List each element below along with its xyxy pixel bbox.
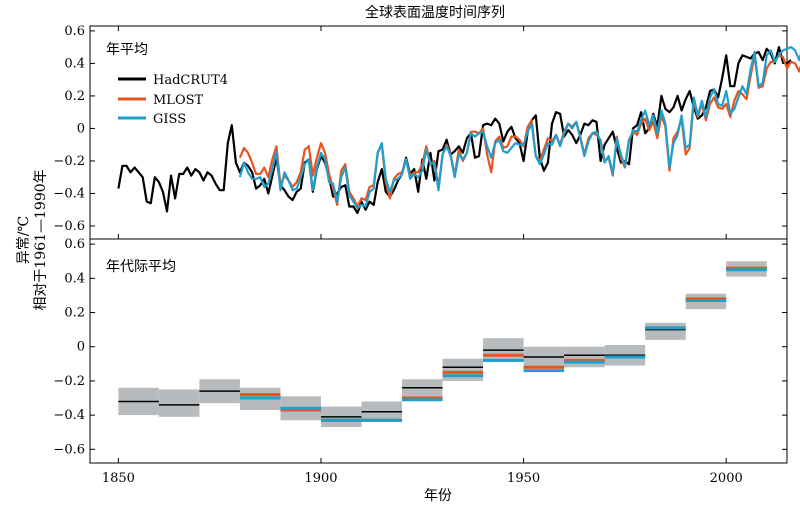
bottom-ytick-label: −0.2 — [53, 374, 85, 389]
uncertainty-box — [442, 358, 484, 381]
legend-label-mlost: MLOST — [153, 93, 204, 108]
annual-mean-panel: −0.6 −0.4 −0.2 0 0.2 0.4 0.6 年平均 HadCRUT4 MLOS… — [53, 24, 800, 240]
top-ytick-label: −0.2 — [53, 154, 85, 169]
top-panel-label: 年平均 — [106, 42, 148, 58]
top-ytick-label: 0.2 — [64, 89, 85, 104]
top-ytick-label: 0.6 — [64, 24, 85, 39]
legend-label-giss: GISS — [153, 112, 186, 127]
top-ytick-label: 0 — [77, 121, 85, 136]
bottom-xtick-label: 1850 — [102, 471, 135, 486]
bottom-ytick-label: −0.6 — [53, 442, 85, 457]
top-y-axis: −0.6 −0.4 −0.2 0 0.2 0.4 0.6 — [53, 24, 787, 239]
uncertainty-box — [564, 346, 605, 368]
legend-label-hadcrut4: HadCRUT4 — [153, 73, 228, 88]
annual-series-lines — [117, 45, 800, 215]
uncertainty-box — [523, 346, 565, 369]
legend: HadCRUT4 MLOST GISS — [118, 73, 228, 127]
bottom-ytick-label: 0 — [77, 340, 85, 355]
uncertainty-box — [158, 389, 200, 417]
y-axis-label-line2: 相对于1961—1990年 — [33, 169, 49, 310]
series-line-mlost — [238, 54, 800, 208]
bottom-xtick-label: 2000 — [710, 471, 743, 486]
chart-title: 全球表面温度时间序列 — [365, 4, 505, 21]
bottom-axes: −0.6 −0.4 −0.2 0 0.2 0.4 0.6 1850 1900 1950 2000 — [53, 237, 787, 486]
decadal-uncertainty-boxes — [118, 261, 767, 428]
uncertainty-box — [402, 379, 443, 400]
bottom-ytick-label: 0.2 — [64, 306, 85, 321]
top-ytick-label: 0.4 — [64, 56, 85, 71]
bottom-xtick-label: 1900 — [304, 471, 337, 486]
bottom-panel-label: 年代际平均 — [106, 259, 176, 275]
series-line-hadcrut4 — [117, 45, 792, 215]
series-line-giss — [238, 45, 800, 210]
decadal-mean-panel: −0.6 −0.4 −0.2 0 0.2 0.4 0.6 1850 1900 1950 2000 年… — [53, 237, 788, 486]
bottom-xtick-label: 1950 — [507, 471, 540, 486]
bottom-ytick-label: −0.4 — [53, 408, 85, 423]
bottom-panel-frame — [89, 238, 788, 464]
decadal-mean-bars — [118, 266, 767, 422]
top-ytick-label: −0.6 — [53, 219, 85, 234]
y-axis-label-line1: 异常/℃ — [16, 216, 32, 264]
bottom-ytick-label: 0.6 — [64, 237, 85, 252]
top-ytick-label: −0.4 — [53, 186, 85, 201]
uncertainty-box — [645, 322, 686, 340]
x-axis-label: 年份 — [424, 488, 452, 504]
bottom-ytick-label: 0.4 — [64, 271, 85, 286]
